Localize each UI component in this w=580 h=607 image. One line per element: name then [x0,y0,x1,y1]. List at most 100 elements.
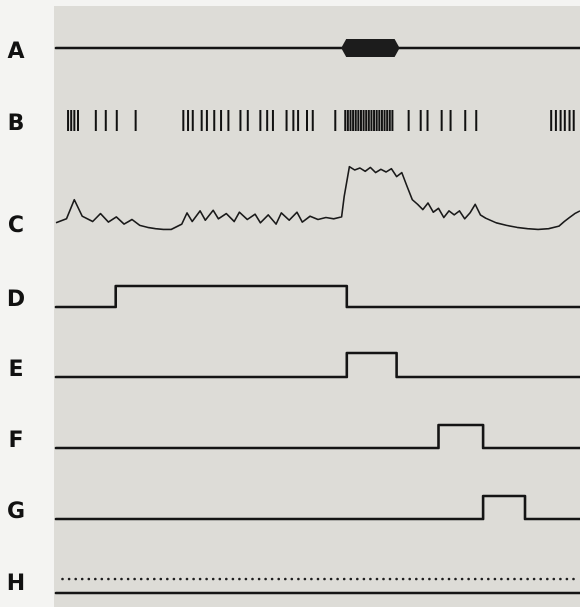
time-tick-dot [218,577,222,581]
trace-e [54,351,580,379]
time-tick-dot [146,577,149,581]
time-tick-dot [251,577,254,581]
time-tick-dot [467,577,470,581]
time-tick-dot [375,577,379,581]
time-tick-dot [310,577,313,581]
step-trace-e [54,351,580,379]
time-tick-dot [506,577,510,581]
step-trace-f [54,423,580,450]
time-tick-dot [153,577,156,581]
channel-label-g: G [7,499,25,524]
time-tick-dot [231,577,235,581]
time-tick-dot [382,577,385,581]
time-tick-dot [303,577,307,581]
step-trace-g [54,494,580,521]
time-tick-dot [395,577,398,581]
time-tick-dot [277,577,281,581]
time-tick-dot [133,577,136,581]
channel-label-h: H [7,571,25,596]
time-tick-dot [336,577,339,581]
time-tick-dot [172,577,176,581]
time-tick-dot [487,577,490,581]
time-tick-dot [113,577,117,581]
time-tick-dot [185,577,189,581]
time-tick-dot [159,577,163,581]
time-tick-dot [473,577,477,581]
time-tick-dot [356,577,359,581]
time-tick-dot [264,577,267,581]
time-tick-dot [166,577,169,581]
trace-b [67,110,575,131]
time-tick-dot [546,577,549,581]
time-tick-dot [500,577,503,581]
time-tick-dot [447,577,451,581]
time-tick-dot [67,577,71,581]
time-tick-dot [460,577,464,581]
time-tick-dot [428,577,431,581]
time-tick-dot [244,577,248,581]
channel-label-c: C [8,213,24,238]
trace-c [55,165,580,231]
channel-traces [54,39,580,595]
event-marker-block [341,39,400,57]
time-tick-dot [441,577,444,581]
trace-f [54,423,580,450]
time-tick-dot [493,577,497,581]
time-tick-dot [532,577,536,581]
time-tick-dot [107,577,110,581]
time-tick-dot [362,577,366,581]
time-tick-dot [192,577,195,581]
analog-trace-c [55,165,580,231]
time-tick-dot [179,577,182,581]
trace-d [54,284,580,309]
trace-g [54,494,580,521]
time-tick-dot [139,577,143,581]
time-tick-dot [120,577,123,581]
time-tick-dot [74,577,77,581]
time-tick-dot [559,577,562,581]
time-tick-dot [257,577,261,581]
time-tick-dot [342,577,346,581]
time-tick-dot [480,577,484,581]
time-tick-dot [513,577,516,581]
time-tick-dot [290,577,294,581]
channel-label-f: F [8,428,23,453]
time-tick-dot [80,577,84,581]
time-tick-dot [552,577,556,581]
time-tick-dot [421,577,425,581]
time-tick-dot [238,577,241,581]
time-tick-dot [572,577,575,581]
time-tick-dot [126,577,130,581]
channel-label-e: E [8,357,23,382]
time-tick-dot [61,577,64,581]
time-tick-dot [434,577,438,581]
time-tick-dot [369,577,372,581]
channel-label-a: A [7,39,24,64]
time-tick-dot [100,577,104,581]
time-tick-dot [519,577,523,581]
time-tick-dot [454,577,457,581]
time-tick-dot [388,577,392,581]
time-tick-dot [297,577,300,581]
time-tick-dot [270,577,274,581]
trace-a [54,39,580,57]
trace-h [54,577,580,595]
time-tick-dot [211,577,215,581]
channel-label-b: B [8,111,25,136]
time-tick-dot [323,577,326,581]
time-tick-dot [198,577,202,581]
time-tick-dot [87,577,91,581]
time-tick-dot [408,577,412,581]
channel-labels: A B C D E F G H [7,39,25,596]
time-tick-dot [415,577,418,581]
time-tick-dot [205,577,208,581]
time-tick-dot [565,577,569,581]
step-trace-d [54,284,580,309]
time-tick-dot [329,577,333,581]
time-tick-dot [316,577,320,581]
time-tick-dot [539,577,542,581]
time-tick-dot [284,577,287,581]
time-tick-dot [526,577,529,581]
